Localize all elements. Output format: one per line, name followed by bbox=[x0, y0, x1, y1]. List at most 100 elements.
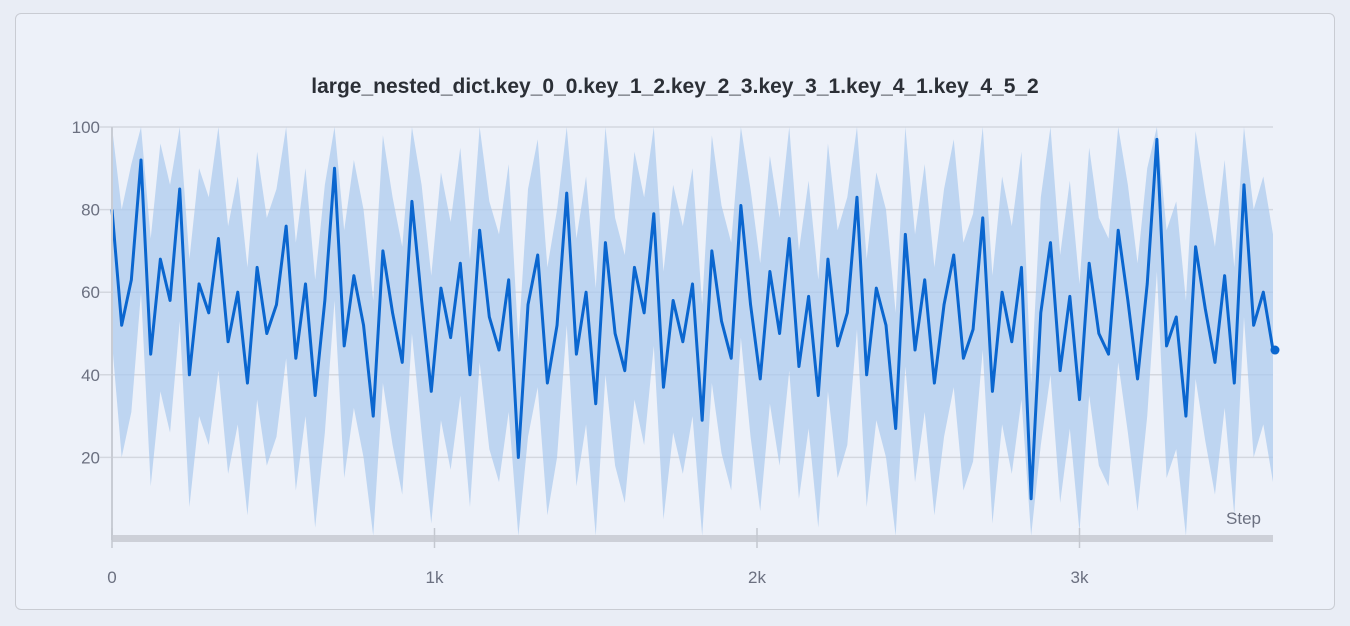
data-point bbox=[894, 427, 897, 430]
data-point bbox=[139, 158, 143, 162]
data-point bbox=[1223, 274, 1226, 277]
data-point bbox=[1242, 183, 1246, 187]
data-point bbox=[1213, 361, 1217, 364]
x-tick-label: 3k bbox=[1071, 568, 1089, 587]
data-point bbox=[981, 216, 984, 220]
data-point bbox=[430, 390, 433, 393]
data-point bbox=[1087, 262, 1091, 265]
data-point bbox=[294, 357, 298, 360]
axes: 20 40 60 80 100 0 1k 2k 3k bbox=[72, 118, 1273, 587]
data-point bbox=[1126, 299, 1130, 302]
data-point bbox=[1078, 398, 1081, 401]
data-point bbox=[565, 191, 568, 195]
data-point bbox=[420, 299, 423, 302]
data-point bbox=[1194, 245, 1197, 248]
data-point bbox=[1000, 291, 1004, 294]
data-point bbox=[343, 344, 346, 348]
data-point bbox=[391, 311, 394, 315]
data-point bbox=[923, 278, 926, 282]
data-point bbox=[304, 282, 307, 286]
chart-title: large_nested_dict.key_0_0.key_1_2.key_2_… bbox=[311, 75, 1038, 98]
data-point bbox=[865, 373, 868, 376]
data-point bbox=[178, 187, 181, 191]
data-point bbox=[1233, 381, 1236, 385]
y-tick-label: 60 bbox=[81, 283, 100, 302]
data-point bbox=[836, 344, 839, 348]
data-point bbox=[933, 381, 936, 385]
data-point bbox=[952, 253, 955, 257]
data-point bbox=[846, 311, 849, 315]
data-point bbox=[817, 394, 820, 397]
data-point bbox=[159, 257, 162, 261]
data-point bbox=[1010, 340, 1013, 343]
data-point bbox=[459, 262, 462, 265]
data-point bbox=[604, 241, 607, 244]
data-point bbox=[526, 303, 530, 306]
data-point bbox=[749, 303, 752, 306]
data-point bbox=[1107, 352, 1110, 356]
data-point bbox=[1262, 291, 1265, 294]
data-point bbox=[1058, 369, 1062, 372]
data-point bbox=[149, 352, 152, 356]
data-point bbox=[584, 291, 588, 294]
data-point bbox=[188, 373, 191, 376]
data-point bbox=[120, 324, 123, 327]
data-point bbox=[788, 237, 791, 240]
data-point bbox=[197, 282, 201, 286]
data-point bbox=[700, 419, 704, 422]
x-tick-label: 0 bbox=[107, 568, 116, 587]
data-point bbox=[991, 390, 994, 393]
y-tick-label: 100 bbox=[72, 118, 100, 137]
data-point bbox=[904, 233, 907, 236]
data-point bbox=[1146, 282, 1149, 286]
data-point bbox=[536, 253, 539, 257]
data-point bbox=[942, 303, 946, 306]
data-point bbox=[449, 336, 452, 339]
data-point bbox=[236, 291, 239, 294]
data-point bbox=[401, 361, 404, 364]
data-point bbox=[1117, 229, 1120, 232]
data-point bbox=[497, 348, 501, 352]
data-point bbox=[681, 340, 685, 343]
data-point bbox=[855, 196, 859, 199]
data-point bbox=[488, 315, 491, 319]
data-point bbox=[168, 299, 172, 302]
data-point bbox=[962, 357, 965, 360]
data-point bbox=[517, 456, 520, 459]
data-point bbox=[439, 286, 443, 290]
data-point bbox=[1039, 311, 1043, 315]
data-point bbox=[323, 299, 327, 302]
data-point bbox=[217, 237, 220, 240]
x-tick-label: 1k bbox=[426, 568, 444, 587]
data-point bbox=[710, 249, 714, 253]
data-point bbox=[546, 381, 549, 385]
data-point bbox=[671, 299, 675, 302]
data-point bbox=[662, 385, 665, 389]
data-point bbox=[1204, 307, 1207, 310]
data-point bbox=[1252, 324, 1255, 327]
data-point bbox=[778, 332, 781, 335]
data-point bbox=[1175, 315, 1178, 319]
data-point bbox=[362, 324, 365, 327]
data-point bbox=[613, 332, 617, 335]
data-point bbox=[381, 249, 385, 253]
data-point bbox=[623, 369, 626, 372]
data-point bbox=[130, 278, 133, 282]
series bbox=[110, 137, 1280, 501]
data-point bbox=[265, 332, 268, 335]
data-point bbox=[313, 394, 317, 397]
x-axis-label: Step bbox=[1226, 509, 1261, 528]
last-point-marker bbox=[1270, 345, 1280, 355]
data-point bbox=[1029, 497, 1033, 500]
data-point bbox=[1068, 295, 1072, 298]
data-point bbox=[507, 278, 510, 282]
data-point bbox=[1097, 332, 1101, 335]
data-point bbox=[652, 212, 655, 215]
data-point bbox=[275, 303, 278, 306]
data-point bbox=[971, 328, 975, 331]
data-point bbox=[730, 357, 733, 360]
data-point bbox=[759, 377, 762, 381]
x-axis-bar bbox=[112, 535, 1273, 542]
data-point bbox=[478, 229, 481, 232]
data-point bbox=[468, 373, 472, 376]
